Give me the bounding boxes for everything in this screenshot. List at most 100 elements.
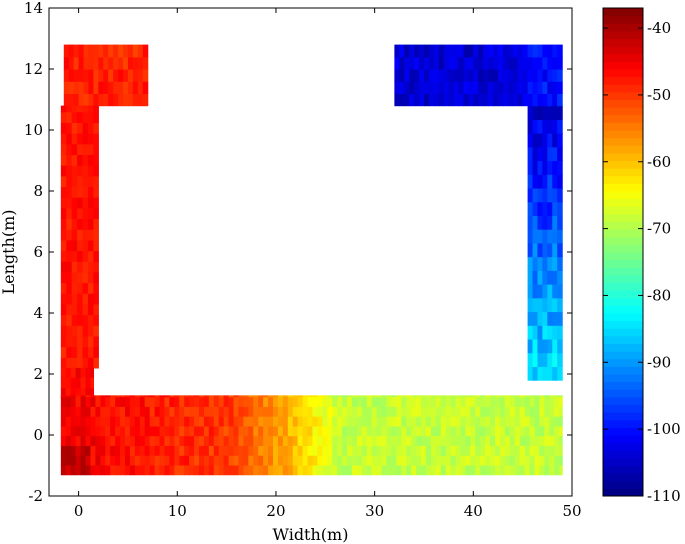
- heatmap-cell: [504, 416, 511, 427]
- heatmap-cell: [552, 325, 558, 340]
- heatmap-cell: [537, 325, 543, 340]
- colorbar-swatch: [603, 69, 643, 78]
- heatmap-cell: [419, 44, 425, 58]
- heatmap-cell: [90, 395, 96, 398]
- heatmap-cell: [381, 455, 388, 466]
- heatmap-cell: [194, 425, 200, 437]
- heatmap-cell: [139, 395, 146, 398]
- heatmap-cell: [478, 56, 484, 70]
- heatmap-cell: [534, 455, 541, 466]
- heatmap-cell: [327, 425, 333, 437]
- heatmap-cell: [539, 464, 545, 476]
- heatmap-cell: [502, 93, 509, 107]
- colorbar-swatch: [603, 267, 643, 276]
- heatmap-cell: [483, 69, 489, 82]
- heatmap-cell: [423, 93, 430, 107]
- heatmap-cell: [88, 44, 94, 58]
- heatmap-cell: [134, 406, 141, 417]
- heatmap-cell: [421, 425, 427, 437]
- heatmap-cell: [258, 396, 264, 407]
- y-tick-label: -2: [28, 487, 43, 505]
- heatmap-cell: [110, 416, 116, 427]
- heatmap-cell: [95, 425, 101, 437]
- heatmap-cell: [71, 197, 78, 209]
- heatmap-cell: [537, 187, 543, 203]
- heatmap-cell: [534, 396, 541, 407]
- heatmap-cell: [66, 325, 73, 337]
- heatmap-cell: [198, 435, 205, 446]
- heatmap-cell: [105, 416, 111, 427]
- heatmap-cell: [137, 69, 144, 82]
- heatmap-cell: [557, 81, 563, 94]
- heatmap-cell: [396, 406, 402, 417]
- heatmap-cell: [371, 464, 378, 476]
- heatmap-cell: [233, 396, 240, 407]
- heatmap-cell: [547, 229, 553, 244]
- heatmap-cell: [542, 297, 548, 313]
- heatmap-cell: [470, 455, 476, 466]
- heatmap-cell: [347, 416, 353, 427]
- heatmap-cell: [218, 416, 225, 427]
- heatmap-cell: [71, 154, 78, 166]
- heatmap-cell: [268, 435, 274, 446]
- heatmap-cell: [198, 464, 205, 476]
- heatmap-cell: [428, 56, 435, 70]
- heatmap-cell: [85, 377, 92, 389]
- heatmap-cell: [302, 425, 309, 437]
- heatmap-cell: [268, 464, 274, 476]
- heatmap-cell: [83, 81, 90, 94]
- heatmap-cell: [542, 352, 548, 367]
- heatmap-cell: [142, 69, 149, 82]
- heatmap-cell: [376, 445, 383, 456]
- heatmap-cell: [527, 146, 534, 162]
- heatmap-cell: [77, 250, 84, 262]
- heatmap-cell: [519, 425, 526, 437]
- heatmap-cell: [450, 416, 457, 427]
- colorbar-swatch: [603, 358, 643, 367]
- heatmap-cell: [416, 464, 422, 476]
- heatmap-cell: [539, 416, 545, 427]
- heatmap-cell: [263, 435, 269, 446]
- heatmap-cell: [527, 352, 534, 367]
- heatmap-cell: [537, 352, 543, 367]
- heatmap-cell: [517, 44, 524, 58]
- heatmap-cell: [154, 445, 161, 456]
- heatmap-cell: [554, 445, 560, 456]
- heatmap-cell: [113, 69, 119, 82]
- heatmap-cell: [238, 406, 244, 417]
- heatmap-cell: [118, 81, 124, 94]
- heatmap-cell: [537, 93, 543, 107]
- heatmap-cell: [557, 325, 563, 340]
- y-tick-label: 4: [33, 304, 43, 322]
- heatmap-cell: [77, 105, 84, 113]
- heatmap-cell: [455, 435, 462, 446]
- colorbar-swatch: [603, 297, 643, 306]
- heatmap-cell: [287, 425, 294, 437]
- heatmap-cell: [514, 464, 521, 476]
- heatmap-cell: [297, 445, 304, 456]
- heatmap-cell: [527, 174, 534, 189]
- heatmap-cell: [547, 69, 553, 82]
- heatmap-cell: [549, 396, 555, 407]
- heatmap-cell: [71, 165, 78, 177]
- heatmap-cell: [87, 325, 95, 337]
- heatmap-cell: [371, 395, 378, 398]
- heatmap-cell: [534, 464, 541, 476]
- heatmap-cell: [361, 395, 368, 398]
- heatmap-cell: [90, 425, 96, 437]
- heatmap-cell: [490, 416, 496, 427]
- heatmap-cell: [435, 416, 442, 427]
- heatmap-cell: [460, 435, 467, 446]
- heatmap-cell: [537, 105, 543, 120]
- heatmap-cell: [174, 395, 180, 398]
- heatmap-cell: [440, 455, 447, 466]
- heatmap-cell: [470, 425, 476, 437]
- heatmap-cell: [416, 445, 422, 456]
- heatmap-cell: [557, 44, 563, 58]
- heatmap-cell: [332, 445, 338, 456]
- heatmap-cell: [406, 406, 412, 417]
- heatmap-cell: [539, 445, 545, 456]
- heatmap-cell: [386, 425, 393, 437]
- heatmap-cell: [396, 455, 402, 466]
- heatmap-cell: [322, 396, 328, 407]
